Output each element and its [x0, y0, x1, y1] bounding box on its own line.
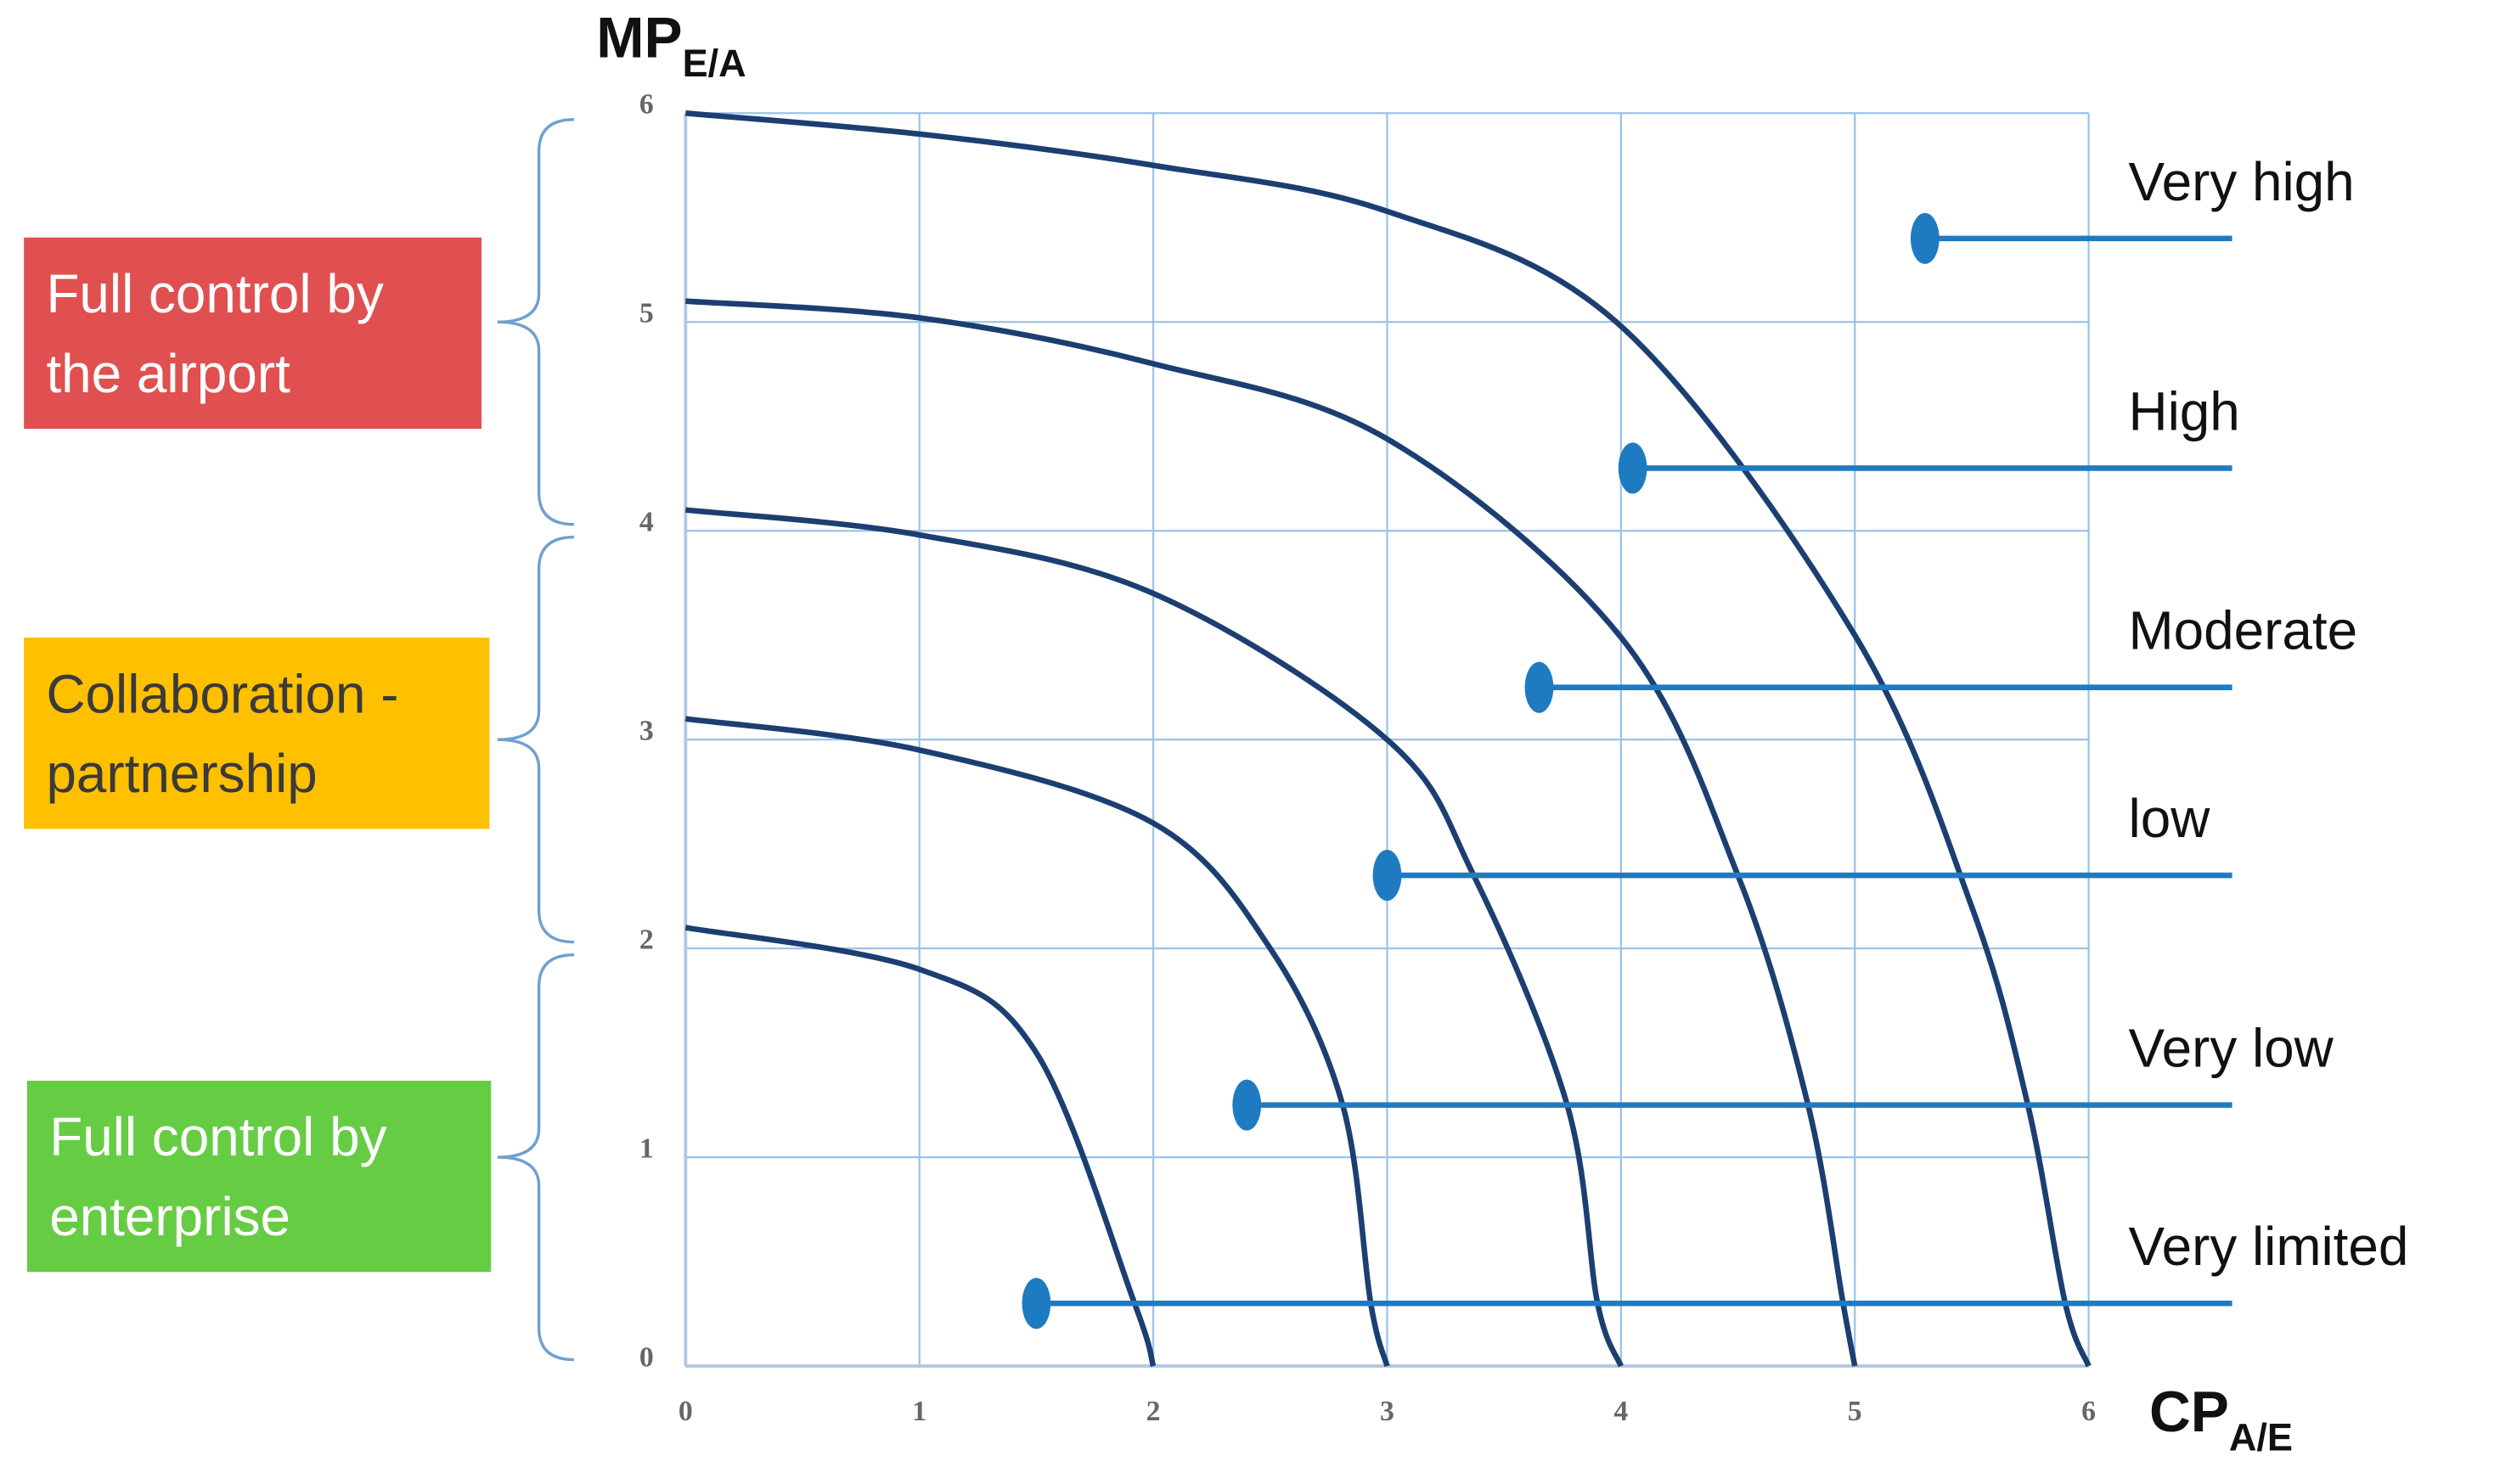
curve: [685, 298, 1858, 1367]
x-tick-label: 6: [2081, 1396, 2096, 1427]
band-label: Collaboration -: [46, 663, 398, 724]
brace: [497, 536, 574, 944]
marker-dot: [1372, 850, 1402, 902]
curve: [684, 507, 1624, 1368]
y-axis-title-sub: E/A: [683, 42, 746, 85]
band-label: the airport: [46, 343, 290, 404]
band-label: partnership: [46, 743, 317, 804]
band-box: [24, 237, 482, 430]
x-axis-title: CPA/E: [2149, 1380, 2293, 1459]
y-tick-label: 1: [639, 1133, 654, 1164]
y-axis-title-main: MP: [596, 7, 682, 70]
x-tick-label: 3: [1380, 1396, 1394, 1427]
y-tick-label: 3: [639, 715, 654, 746]
x-tick-label: 2: [1146, 1396, 1161, 1427]
marker-label: Very low: [2129, 1018, 2334, 1079]
y-axis-title: MPE/A: [596, 7, 746, 86]
band-box: [26, 1080, 492, 1273]
marker-label: High: [2129, 380, 2240, 441]
x-axis-title-sub: A/E: [2229, 1416, 2293, 1459]
x-tick-label: 4: [1613, 1396, 1628, 1427]
y-tick-label: 6: [639, 89, 654, 121]
marker-dot: [1022, 1278, 1051, 1329]
band-label: Full control by: [49, 1106, 386, 1167]
marker-label: low: [2129, 788, 2211, 849]
band-box: [24, 638, 490, 829]
curve: [684, 716, 1390, 1367]
marker-dot: [1232, 1079, 1262, 1131]
brace: [497, 118, 574, 526]
x-tick-label: 0: [678, 1396, 693, 1427]
x-tick-label: 5: [1848, 1396, 1862, 1427]
y-tick-label: 0: [639, 1341, 654, 1373]
y-tick-label: 4: [639, 506, 654, 537]
marker-dot: [1910, 212, 1940, 264]
y-tick-label: 5: [639, 298, 654, 329]
brace: [497, 953, 574, 1362]
band-label: enterprise: [49, 1186, 290, 1247]
x-axis-title-main: CP: [2149, 1380, 2229, 1444]
marker-label: Very limited: [2129, 1216, 2409, 1277]
x-tick-label: 1: [912, 1396, 926, 1427]
marker-label: Moderate: [2129, 600, 2358, 661]
marker-dot: [1524, 661, 1554, 713]
band-label: Full control by: [46, 263, 383, 324]
marker-dot: [1618, 442, 1647, 494]
y-tick-label: 2: [639, 924, 654, 955]
marker-label: Very high: [2129, 151, 2355, 212]
